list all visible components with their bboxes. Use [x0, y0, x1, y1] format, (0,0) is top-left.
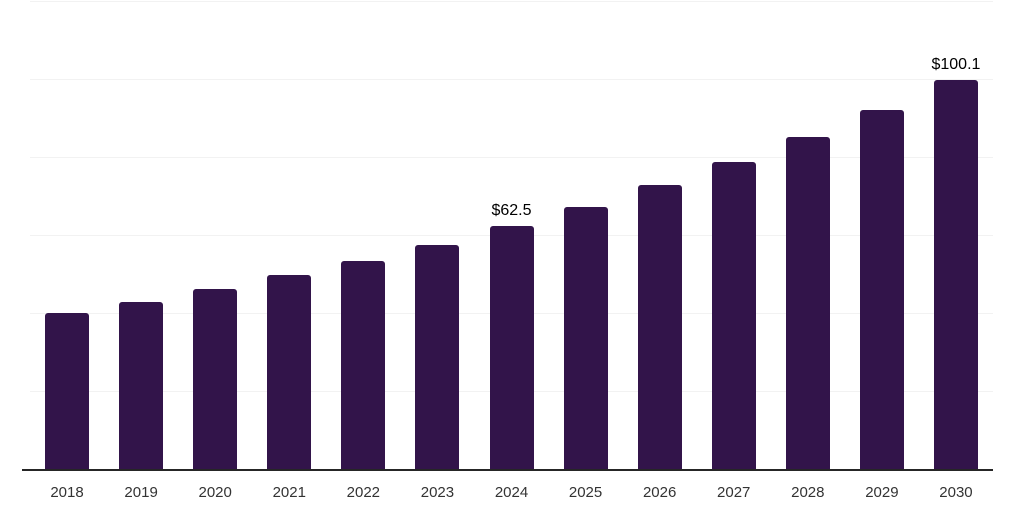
gridline-120	[30, 1, 993, 2]
x-tick-2026: 2026	[642, 484, 677, 501]
x-tick-2030: 2030	[939, 484, 973, 501]
x-tick-2024: 2024	[494, 484, 529, 501]
bar-2019	[119, 301, 164, 470]
bar-2018	[45, 313, 90, 470]
bar-2027	[711, 161, 756, 470]
bar-2023	[415, 244, 460, 470]
x-tick-2020: 2020	[198, 484, 232, 501]
bar-2022	[341, 260, 386, 470]
bar-2026	[637, 184, 682, 470]
x-tick-2018: 2018	[50, 484, 84, 501]
bar-2029	[859, 110, 904, 470]
x-tick-2028: 2028	[791, 484, 825, 501]
gridline-100	[30, 79, 993, 80]
x-tick-2025: 2025	[568, 484, 603, 501]
bar-2021	[267, 275, 312, 470]
gridline-80	[30, 157, 993, 158]
x-tick-2029: 2029	[865, 484, 899, 501]
plot-area: $62.5 $100.1	[30, 1, 993, 470]
x-axis-line	[22, 469, 993, 471]
x-tick-2022: 2022	[346, 484, 381, 501]
bar-2020	[193, 288, 238, 470]
bar-2030	[933, 79, 978, 470]
x-tick-2021: 2021	[272, 484, 306, 501]
data-label-2024: $62.5	[491, 202, 532, 220]
x-tick-2019: 2019	[124, 484, 158, 501]
data-label-2030: $100.1	[931, 55, 981, 73]
bar-2028	[785, 137, 830, 470]
bar-2025	[563, 207, 608, 470]
x-tick-2027: 2027	[717, 484, 751, 501]
bar-2024	[489, 226, 534, 470]
x-tick-2023: 2023	[420, 484, 455, 501]
